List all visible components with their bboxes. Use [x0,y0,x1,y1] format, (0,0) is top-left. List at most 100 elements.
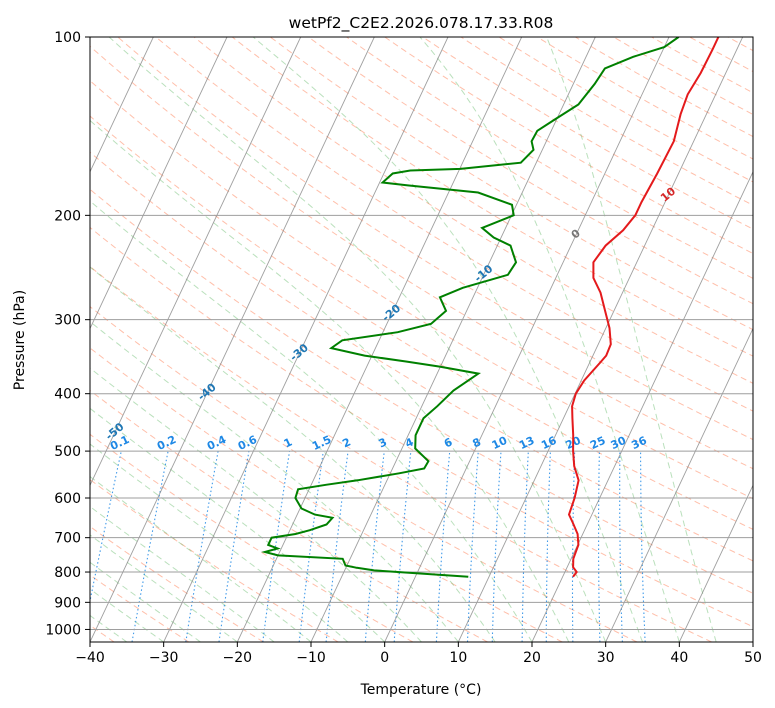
y-tick-label: 700 [54,531,81,547]
temperature-line [567,37,720,578]
mixing-ratio-lines [90,450,646,642]
y-axis-label: Pressure (hPa) [12,290,28,390]
dry-adiabat [117,37,753,441]
mixing-ratio-label: 2 [340,435,352,450]
dry-adiabat [90,265,712,642]
isotherm-line [90,37,154,173]
moist-adiabat [546,37,717,642]
isotherm-label: 20 [750,145,770,165]
mixing-ratio-line [571,451,576,642]
x-tick-label: 20 [523,650,541,666]
mixing-ratio-line [393,451,412,642]
x-tick-label: 50 [744,650,762,666]
mixing-ratio-label: 6 [442,435,455,450]
dry-adiabat [345,37,753,279]
moist-adiabat [90,534,238,642]
mixing-ratio-label: 30 [609,434,629,452]
dry-adiabat [498,37,753,183]
dry-adiabat [90,433,414,642]
x-tick-label: −20 [223,650,253,666]
mixing-ratio-line [262,451,291,642]
isotherm-line [752,640,753,642]
mixing-ratio-label: 10 [490,434,510,452]
mixing-ratio-labels: 0.1 0.2 0.4 0.6 1 1.5 2 3 4 6 8 10 13 16 20 25 30 36 [108,433,649,453]
isotherm-line [90,37,302,487]
mixing-ratio-label: 0.6 [236,433,259,453]
isotherm-line [236,37,523,642]
isotherm-label: -40 [195,380,219,403]
mixing-ratio-line [640,451,646,642]
chart-title: wetPf2_C2E2.2026.078.17.33.R08 [289,14,554,33]
x-axis-ticks: −40 −30 −20 −10 0 10 20 30 40 50 [75,642,762,666]
dry-adiabat [90,188,753,594]
isotherm-label: -30 [287,341,311,364]
dry-adiabat [90,389,488,642]
dry-adiabats [90,37,753,642]
isotherm-line [90,37,375,642]
moist-adiabat [90,443,349,642]
y-tick-label: 300 [54,313,81,329]
mixing-ratio-label: 16 [539,434,559,452]
dry-adiabat [90,115,753,530]
isobars [90,37,753,630]
moist-adiabat [90,407,386,642]
y-tick-label: 800 [54,565,81,581]
isotherm-line [457,37,744,642]
y-tick-label: 500 [54,444,81,460]
isotherm-line [605,327,753,642]
moist-adiabat [90,367,422,642]
x-tick-label: 40 [670,650,688,666]
y-tick-label: 900 [54,595,81,611]
moist-adiabat [108,37,607,642]
mixing-ratio-label: 1 [282,435,294,450]
mixing-ratio-line [90,450,122,604]
isotherm-line [531,170,753,642]
moist-adiabat [90,200,533,642]
mixing-ratio-line [545,451,551,642]
x-tick-label: 10 [449,650,467,666]
dry-adiabat [383,37,753,255]
dry-adiabat [90,80,753,500]
dry-adiabat [688,37,753,73]
moist-adiabat [419,37,680,642]
dewpoint-line [261,37,680,578]
mixing-ratio-label: 13 [517,434,536,452]
moist-adiabat [90,561,201,642]
mixing-ratio-line [364,451,385,642]
isotherm-line [678,484,753,642]
y-axis-ticks: 100 200 300 400 500 600 700 800 900 1000 [45,30,90,638]
y-tick-label: 600 [54,491,81,507]
moist-adiabats [90,37,717,642]
mixing-ratio-line [619,451,623,642]
isotherm-label: -60 [11,459,35,482]
dry-adiabat [90,226,753,628]
moist-adiabat [252,37,643,642]
isotherm-line [0,37,6,642]
dry-adiabat [460,37,753,206]
x-axis-label: Temperature (°C) [360,682,482,698]
dry-adiabat [536,37,753,160]
dry-adiabat [90,306,638,642]
isotherm-label: -20 [380,302,404,325]
dry-adiabat [231,37,753,357]
mixing-ratio-line [185,451,219,642]
dry-adiabat [90,574,190,642]
mixing-ratio-line [435,451,451,642]
isotherm-line [384,37,670,642]
mixing-ratio-label: 0.2 [155,433,178,453]
moist-adiabat [90,505,275,642]
y-tick-label: 100 [54,30,81,46]
x-tick-label: −30 [149,650,179,666]
dry-adiabat [90,479,339,642]
mixing-ratio-line [466,451,479,642]
isotherm-line [163,37,449,642]
moist-adiabat [90,119,570,642]
mixing-ratio-label: 36 [629,434,649,452]
moist-adiabat [90,321,459,642]
x-tick-label: 30 [597,650,615,666]
isotherm-label: 10 [658,184,678,204]
y-tick-label: 1000 [45,622,81,638]
